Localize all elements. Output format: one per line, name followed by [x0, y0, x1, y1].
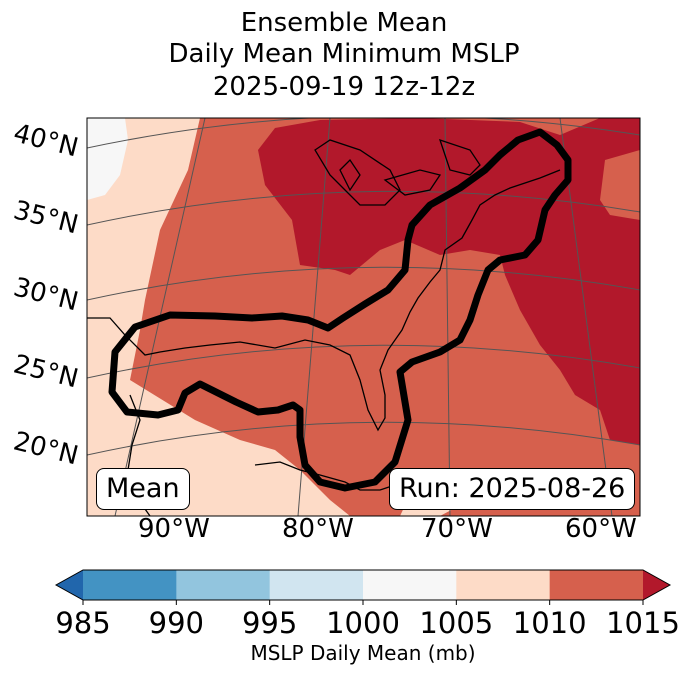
colorbar-segment	[83, 570, 177, 600]
colorbar-tick-label: 1000	[326, 606, 400, 640]
colorbar-tick-label: 990	[148, 606, 205, 640]
colorbar-label: MSLP Daily Mean (mb)	[250, 641, 476, 665]
run-label-box: Run: 2025-08-26	[389, 468, 636, 510]
colorbar-segments	[56, 570, 670, 600]
colorbar-tick-label: 1010	[512, 606, 587, 640]
colorbar-tick-label: 1005	[419, 606, 494, 640]
pressure-field-1015-north	[258, 118, 640, 445]
colorbar-segment	[56, 570, 83, 600]
mean-label-box: Mean	[96, 468, 190, 510]
lon-label-70: 70°W	[421, 514, 493, 544]
lon-label-80: 80°W	[282, 514, 354, 544]
colorbar-tick-label: 985	[55, 606, 111, 640]
map-frame	[86, 117, 641, 517]
pressure-contour	[108, 128, 572, 492]
colorbar-tick-label: 1015	[606, 606, 680, 640]
lon-label-60: 60°W	[565, 514, 637, 544]
colorbar-tick-label: 995	[241, 606, 298, 640]
title-line-2: Daily Mean Minimum MSLP	[168, 39, 520, 69]
lon-label-90: 90°W	[138, 514, 210, 544]
colorbar-segment	[269, 570, 364, 600]
title-line-3: 2025-09-19 12z-12z	[212, 72, 476, 102]
title-line-1: Ensemble Mean	[240, 8, 448, 38]
colorbar-segment	[176, 570, 271, 600]
pressure-field-1000-1005	[87, 118, 128, 200]
colorbar-tickmarks	[82, 600, 644, 605]
colorbar-segment	[456, 570, 551, 600]
colorbar-segment	[643, 570, 670, 600]
colorbar-segment	[363, 570, 457, 600]
colorbar-segment	[549, 570, 644, 600]
